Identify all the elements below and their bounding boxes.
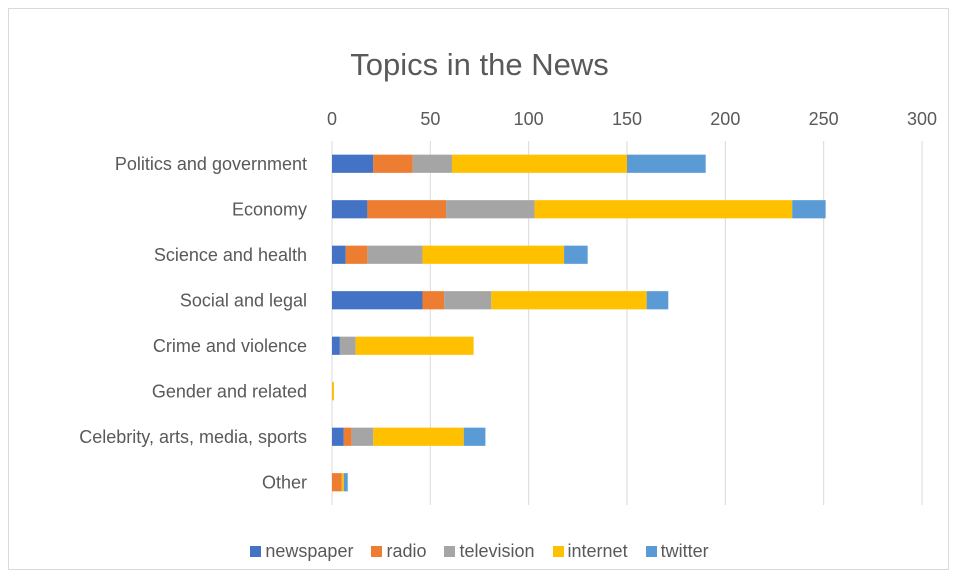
legend-swatch (250, 546, 262, 557)
legend-item-newspaper: newspaper (250, 541, 353, 562)
bar-radio-0 (373, 154, 413, 173)
bar-newspaper-0 (332, 154, 374, 173)
legend-label: radio (386, 541, 427, 561)
legend-item-television: television (444, 541, 535, 562)
y-axis-category-labels: Politics and government Economy Science an… (79, 154, 307, 493)
x-tick-label: 250 (809, 109, 839, 129)
x-tick-label: 0 (327, 109, 337, 129)
bar-radio-1 (367, 200, 447, 219)
x-axis-tick-labels: 0 50 100 150 200 250 300 (327, 109, 937, 129)
x-tick-label: 300 (907, 109, 937, 129)
legend-swatch (371, 546, 383, 557)
bar-internet-6 (373, 427, 464, 446)
category-label: Politics and government (115, 154, 307, 174)
chart-area: Topics in the News 0 50 100 150 200 250 300 Po… (8, 8, 949, 570)
category-label: Celebrity, arts, media, sports (79, 427, 307, 447)
bar-internet-1 (534, 200, 793, 219)
bar-internet-5 (332, 382, 334, 401)
bar-television-2 (367, 245, 423, 264)
bar-newspaper-2 (332, 245, 346, 264)
bar-twitter-6 (463, 427, 486, 446)
x-tick-label: 150 (612, 109, 642, 129)
bar-newspaper-6 (332, 427, 344, 446)
legend-swatch (645, 546, 657, 557)
category-label: Social and legal (180, 290, 307, 310)
category-label: Crime and violence (153, 336, 307, 356)
bar-television-4 (339, 336, 356, 355)
bar-twitter-2 (564, 245, 588, 264)
bar-internet-7 (341, 473, 344, 492)
bar-internet-4 (355, 336, 474, 355)
bars (332, 154, 826, 492)
x-tick-label: 200 (710, 109, 740, 129)
gridlines (331, 141, 923, 505)
category-label: Science and health (154, 245, 307, 265)
legend-swatch (552, 546, 564, 557)
legend-item-twitter: twitter (645, 541, 709, 562)
legend-item-internet: internet (552, 541, 628, 562)
bar-television-1 (446, 200, 535, 219)
chart-plot: 0 50 100 150 200 250 300 Politics and governme… (79, 109, 937, 505)
bar-television-0 (412, 154, 452, 173)
bar-television-3 (444, 291, 492, 310)
legend-item-radio: radio (371, 541, 426, 562)
legend-label: internet (567, 541, 628, 561)
category-label: Other (262, 472, 307, 492)
legend-swatch (444, 546, 456, 557)
x-tick-label: 50 (420, 109, 440, 129)
bar-radio-7 (332, 473, 342, 492)
chart-title: Topics in the News (350, 47, 609, 82)
bar-internet-2 (422, 245, 565, 264)
bar-newspaper-1 (332, 200, 368, 219)
bar-radio-6 (343, 427, 352, 446)
legend: newspaper radio television internet twitter (9, 541, 950, 562)
bar-twitter-0 (627, 154, 706, 173)
bar-twitter-3 (646, 291, 669, 310)
bar-twitter-1 (792, 200, 826, 219)
bar-radio-2 (345, 245, 368, 264)
legend-label: newspaper (265, 541, 354, 561)
category-label: Economy (232, 199, 307, 219)
bar-internet-3 (491, 291, 647, 310)
legend-label: television (459, 541, 535, 561)
legend-label: twitter (660, 541, 709, 561)
bar-newspaper-3 (332, 291, 423, 310)
bar-internet-0 (451, 154, 627, 173)
x-tick-label: 100 (514, 109, 544, 129)
bar-radio-3 (422, 291, 445, 310)
bar-newspaper-4 (332, 336, 340, 355)
category-label: Gender and related (152, 381, 307, 401)
bar-twitter-7 (343, 473, 348, 492)
bar-television-6 (351, 427, 374, 446)
